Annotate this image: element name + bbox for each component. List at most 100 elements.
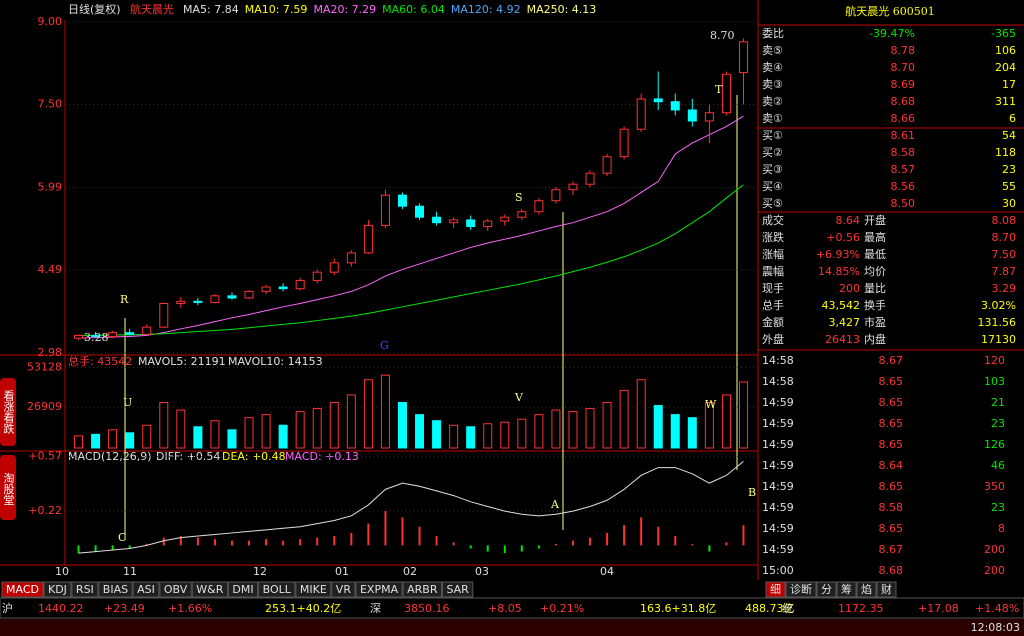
- tab[interactable]: [331, 581, 356, 598]
- candle-body: [397, 194, 407, 207]
- row-label: 卖⑤: [762, 44, 783, 57]
- tab[interactable]: [765, 581, 786, 598]
- side-tab[interactable]: [0, 455, 16, 520]
- tab[interactable]: [98, 581, 133, 598]
- row-label: 均价: [864, 265, 886, 278]
- row-label: 卖④: [762, 61, 783, 74]
- row-value: 118: [995, 146, 1016, 159]
- tab[interactable]: [836, 581, 857, 598]
- row-value: 8.70: [992, 231, 1017, 244]
- volume-bar: [585, 408, 595, 449]
- row-value: 8.68: [891, 95, 916, 108]
- index-item: +1.48%: [975, 602, 1019, 615]
- tick-price: 8.67: [879, 543, 904, 556]
- x-tick-label: 12: [253, 565, 267, 578]
- index-item: 3850.16: [404, 602, 450, 615]
- tick-volume: 200: [984, 543, 1005, 556]
- y-tick-label: 26909: [27, 400, 62, 413]
- tick-price: 8.64: [879, 459, 904, 472]
- candle-body: [721, 73, 731, 114]
- row-value: 30: [1002, 197, 1016, 210]
- index-item: +1.66%: [168, 602, 212, 615]
- tick-volume: 200: [984, 564, 1005, 577]
- tab[interactable]: [402, 581, 442, 598]
- candle-body: [534, 200, 544, 213]
- annotation: R: [120, 293, 129, 306]
- annotation: W: [705, 398, 717, 411]
- candle-body: [568, 183, 578, 191]
- tab[interactable]: [227, 581, 259, 598]
- candle-body: [244, 290, 254, 299]
- row-value: 55: [1002, 180, 1016, 193]
- tab-label: KDJ: [48, 583, 67, 596]
- tick-volume: 103: [984, 375, 1005, 388]
- x-tick-label: 01: [335, 565, 349, 578]
- candle-body: [687, 109, 697, 122]
- row-value: 8.61: [891, 129, 916, 142]
- candle-body: [125, 332, 135, 335]
- side-tab[interactable]: [0, 378, 16, 446]
- row-value: 14.85%: [818, 265, 860, 278]
- row-label: 成交: [762, 213, 784, 227]
- row-value: 8.64: [836, 214, 861, 227]
- ma-label: MA10: 7.59: [245, 3, 308, 16]
- tab[interactable]: [43, 581, 72, 598]
- volume-bar: [210, 420, 220, 449]
- tick-time: 14:59: [762, 396, 794, 409]
- row-value: -39.47%: [869, 27, 915, 40]
- tick-volume: 23: [991, 501, 1005, 514]
- annotation: 3.28: [84, 331, 109, 344]
- row-label: 最高: [864, 230, 886, 244]
- row-label: 量比: [864, 282, 886, 295]
- index-item: +0.21%: [540, 602, 584, 615]
- ma-label: MA120: 4.92: [451, 3, 521, 16]
- tick-time: 14:58: [762, 375, 794, 388]
- tick-time: 14:59: [762, 522, 794, 535]
- tick-time: 14:59: [762, 438, 794, 451]
- volume-bar: [704, 402, 714, 449]
- index-item: 深: [370, 602, 381, 615]
- tab-label: EXPMA: [360, 583, 399, 596]
- tab[interactable]: [856, 581, 877, 598]
- tab[interactable]: [785, 581, 817, 598]
- row-value: 3.29: [992, 282, 1017, 295]
- tab[interactable]: [191, 581, 228, 598]
- tick-price: 8.65: [879, 375, 904, 388]
- tick-price: 8.67: [879, 354, 904, 367]
- tab[interactable]: [441, 581, 474, 598]
- tab[interactable]: [876, 581, 897, 598]
- volume-bar: [261, 414, 271, 449]
- tab-label: SAR: [446, 583, 469, 596]
- quote-title: 航天晨光 600501: [845, 4, 935, 18]
- tab[interactable]: [1, 581, 44, 598]
- candle-body: [363, 224, 373, 254]
- stock-name: 航天晨光: [130, 2, 174, 16]
- tab[interactable]: [159, 581, 192, 598]
- candle-body: [449, 219, 459, 224]
- row-label: 最低: [864, 248, 886, 261]
- tab[interactable]: [295, 581, 332, 598]
- volume-bar: [227, 429, 237, 449]
- tick-volume: 8: [998, 522, 1005, 535]
- candle-body: [74, 334, 84, 339]
- tab-label: 财: [881, 582, 892, 596]
- row-value: 17130: [981, 333, 1016, 346]
- tab[interactable]: [132, 581, 160, 598]
- candle-body: [738, 41, 748, 74]
- index-item: 163.6+31.8亿: [640, 602, 716, 615]
- volume-bar: [721, 394, 731, 449]
- tab[interactable]: [71, 581, 99, 598]
- candle-body: [91, 334, 101, 338]
- annotation: S: [515, 191, 523, 204]
- tick-price: 8.65: [879, 522, 904, 535]
- candle-body: [346, 252, 356, 264]
- ma-label: MA20: 7.29: [313, 3, 376, 16]
- tab[interactable]: [355, 581, 403, 598]
- tab[interactable]: [258, 581, 296, 598]
- candle-body: [500, 216, 510, 222]
- tab[interactable]: [816, 581, 837, 598]
- row-value: +0.56: [826, 231, 860, 244]
- ma-line: [78, 115, 744, 339]
- index-item: 1440.22: [38, 602, 84, 615]
